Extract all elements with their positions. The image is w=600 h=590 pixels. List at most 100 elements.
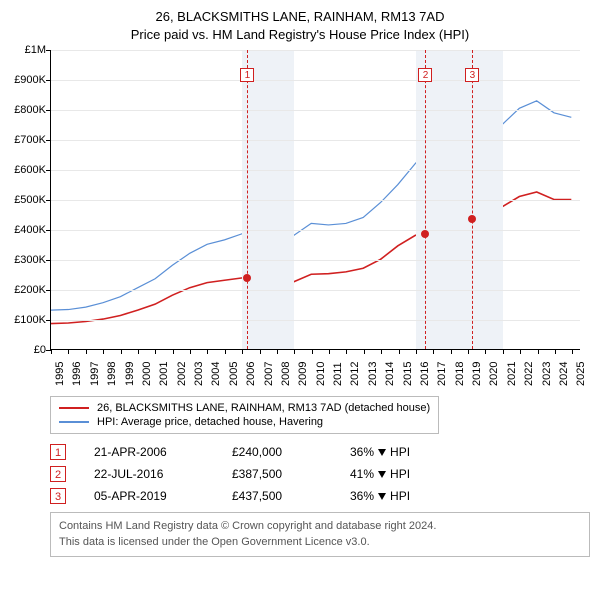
y-axis-label: £200K xyxy=(10,284,46,296)
chart-area: 123 £0£100K£200K£300K£400K£500K£600K£700… xyxy=(10,50,590,390)
x-axis-label: 2017 xyxy=(436,362,448,386)
event-row-delta-pct: 36% xyxy=(350,445,374,459)
y-tick xyxy=(46,170,51,171)
event-row-date: 21-APR-2006 xyxy=(94,445,204,459)
y-axis-label: £300K xyxy=(10,254,46,266)
x-axis-label: 1997 xyxy=(89,362,101,386)
x-tick xyxy=(68,349,69,354)
x-axis-label: 2005 xyxy=(228,362,240,386)
x-axis-label: 1996 xyxy=(71,362,83,386)
gridline xyxy=(51,200,580,201)
legend-swatch xyxy=(59,421,89,423)
event-row-delta: 41%HPI xyxy=(350,467,410,481)
event-row-price: £387,500 xyxy=(232,467,322,481)
title-line-2: Price paid vs. HM Land Registry's House … xyxy=(10,26,590,44)
x-axis-label: 2000 xyxy=(141,362,153,386)
event-marker-line xyxy=(472,50,473,349)
y-tick xyxy=(46,80,51,81)
x-axis-label: 2019 xyxy=(471,362,483,386)
event-point xyxy=(468,215,476,223)
y-tick xyxy=(46,110,51,111)
x-axis-label: 2004 xyxy=(210,362,222,386)
x-axis-label: 2009 xyxy=(297,362,309,386)
y-axis-label: £100K xyxy=(10,314,46,326)
x-axis-label: 2001 xyxy=(158,362,170,386)
x-tick xyxy=(346,349,347,354)
event-row-price: £437,500 xyxy=(232,489,322,503)
title-block: 26, BLACKSMITHS LANE, RAINHAM, RM13 7AD … xyxy=(10,8,590,44)
x-axis-label: 2020 xyxy=(488,362,500,386)
x-tick xyxy=(399,349,400,354)
x-axis-label: 1998 xyxy=(106,362,118,386)
x-tick xyxy=(260,349,261,354)
legend-label: HPI: Average price, detached house, Have… xyxy=(97,416,323,428)
x-tick xyxy=(155,349,156,354)
event-row-badge: 1 xyxy=(50,444,66,460)
footer-line-1: Contains HM Land Registry data © Crown c… xyxy=(59,519,581,534)
x-axis-label: 2007 xyxy=(263,362,275,386)
y-axis-label: £900K xyxy=(10,74,46,86)
title-line-1: 26, BLACKSMITHS LANE, RAINHAM, RM13 7AD xyxy=(10,8,590,26)
events-table: 121-APR-2006£240,00036%HPI222-JUL-2016£3… xyxy=(50,444,590,504)
x-tick xyxy=(312,349,313,354)
chart-container: 26, BLACKSMITHS LANE, RAINHAM, RM13 7AD … xyxy=(0,0,600,567)
arrow-down-icon xyxy=(378,471,386,478)
gridline xyxy=(51,50,580,51)
event-row-delta: 36%HPI xyxy=(350,445,410,459)
event-row-badge: 3 xyxy=(50,488,66,504)
legend: 26, BLACKSMITHS LANE, RAINHAM, RM13 7AD … xyxy=(50,396,439,434)
event-badge: 2 xyxy=(418,68,432,82)
event-row-date: 22-JUL-2016 xyxy=(94,467,204,481)
attribution-footer: Contains HM Land Registry data © Crown c… xyxy=(50,512,590,557)
x-axis-label: 2024 xyxy=(558,362,570,386)
event-row: 305-APR-2019£437,50036%HPI xyxy=(50,488,590,504)
event-row-price: £240,000 xyxy=(232,445,322,459)
y-tick xyxy=(46,140,51,141)
footer-line-2: This data is licensed under the Open Gov… xyxy=(59,535,581,550)
x-tick xyxy=(520,349,521,354)
x-tick xyxy=(364,349,365,354)
y-tick xyxy=(46,200,51,201)
y-axis-label: £400K xyxy=(10,224,46,236)
x-tick xyxy=(329,349,330,354)
gridline xyxy=(51,260,580,261)
x-axis-label: 2008 xyxy=(280,362,292,386)
event-badge: 3 xyxy=(465,68,479,82)
event-row-delta-pct: 36% xyxy=(350,489,374,503)
arrow-down-icon xyxy=(378,493,386,500)
event-row-delta-pct: 41% xyxy=(350,467,374,481)
x-axis-label: 2023 xyxy=(541,362,553,386)
x-tick xyxy=(503,349,504,354)
y-axis-label: £0 xyxy=(10,344,46,356)
x-tick xyxy=(538,349,539,354)
x-tick xyxy=(190,349,191,354)
x-tick xyxy=(381,349,382,354)
arrow-down-icon xyxy=(378,449,386,456)
x-tick xyxy=(242,349,243,354)
x-axis-label: 2022 xyxy=(523,362,535,386)
gridline xyxy=(51,140,580,141)
x-tick xyxy=(294,349,295,354)
event-point xyxy=(421,230,429,238)
event-marker-line xyxy=(425,50,426,349)
x-tick xyxy=(485,349,486,354)
y-tick xyxy=(46,50,51,51)
y-axis-label: £600K xyxy=(10,164,46,176)
x-axis-label: 2015 xyxy=(402,362,414,386)
x-tick xyxy=(277,349,278,354)
legend-item: 26, BLACKSMITHS LANE, RAINHAM, RM13 7AD … xyxy=(59,401,430,415)
x-axis-label: 2006 xyxy=(245,362,257,386)
x-tick xyxy=(51,349,52,354)
x-axis-label: 2012 xyxy=(349,362,361,386)
x-tick xyxy=(207,349,208,354)
x-axis-label: 2013 xyxy=(367,362,379,386)
x-tick xyxy=(572,349,573,354)
x-tick xyxy=(225,349,226,354)
x-tick xyxy=(468,349,469,354)
event-row-delta: 36% HPI xyxy=(350,489,410,503)
legend-swatch xyxy=(59,407,89,409)
gridline xyxy=(51,80,580,81)
x-axis-label: 2003 xyxy=(193,362,205,386)
x-tick xyxy=(451,349,452,354)
event-row-delta-suffix: HPI xyxy=(390,489,410,503)
